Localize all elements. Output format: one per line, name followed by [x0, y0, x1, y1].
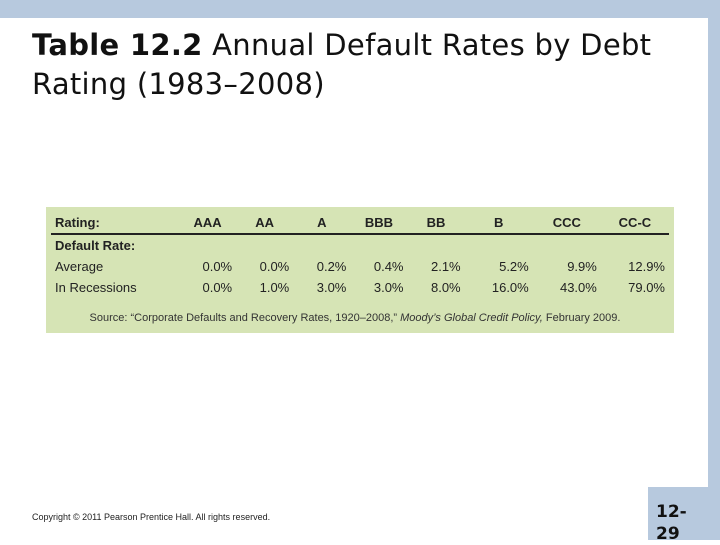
source-journal: Moody’s Global Credit Policy,	[400, 312, 543, 324]
table-cell: 1.0%	[259, 280, 290, 295]
table-cell: 0.0%	[202, 280, 233, 295]
section-label: Default Rate:	[55, 238, 136, 253]
source-suffix: February 2009.	[545, 312, 621, 324]
default-rates-table-card: Rating: AAA AA A BBB BB B CCC CC-C Defau…	[46, 207, 674, 333]
header-a: A	[293, 211, 351, 235]
table-cell: 9.9%	[567, 259, 597, 274]
table-cell: 16.0%	[491, 280, 529, 295]
table-cell: 0.4%	[373, 259, 404, 274]
header-aaa: AAA	[179, 211, 237, 235]
table-cell: 12.9%	[628, 259, 665, 274]
row-label: In Recessions	[55, 280, 137, 295]
row-label: Average	[55, 259, 104, 274]
header-ccc: CCC	[532, 211, 601, 235]
table-cell: 3.0%	[316, 280, 347, 295]
table-cell: 0.0%	[202, 259, 233, 274]
table-cell: 0.2%	[316, 259, 347, 274]
table-source-note: Source: “Corporate Defaults and Recovery…	[46, 312, 664, 324]
page-number: 12-29	[656, 502, 687, 544]
header-aa: AA	[236, 211, 294, 235]
default-rates-table: Rating: AAA AA A BBB BB B CCC CC-C Defau…	[51, 211, 669, 298]
table-cell: 8.0%	[430, 280, 461, 295]
table-cell: 79.0%	[628, 280, 665, 295]
source-prefix: Source: “Corporate Defaults and Recovery…	[89, 312, 398, 324]
table-cell: 5.2%	[499, 259, 529, 274]
header-bbb: BBB	[350, 211, 408, 235]
table-cell: 3.0%	[373, 280, 404, 295]
slide-title-number: Table 12.2	[32, 28, 203, 62]
table-cell: 0.0%	[259, 259, 290, 274]
table-cell: 2.1%	[430, 259, 461, 274]
table-header-row: Rating: AAA AA A BBB BB B CCC CC-C	[51, 211, 669, 235]
right-accent-band	[708, 0, 720, 540]
header-bb: BB	[407, 211, 465, 235]
section-row: Default Rate:	[51, 234, 669, 256]
header-cc-c: CC-C	[600, 211, 669, 235]
copyright-notice: Copyright © 2011 Pearson Prentice Hall. …	[32, 512, 271, 522]
table-row: In Recessions 0.0% 1.0% 3.0% 3.0% 8.0% 1…	[51, 277, 669, 298]
top-accent-band	[0, 0, 720, 18]
header-b: B	[464, 211, 533, 235]
page-number-box: 12-29	[648, 487, 720, 544]
table-cell: 43.0%	[559, 280, 597, 295]
slide-title: Table 12.2 Annual Default Rates by Debt …	[32, 26, 672, 104]
slide-title-text: Annual Default Rates by Debt Rating (198…	[32, 28, 652, 101]
header-rating: Rating:	[51, 211, 179, 235]
table-row: Average 0.0% 0.0% 0.2% 0.4% 2.1% 5.2% 9.…	[51, 256, 669, 277]
